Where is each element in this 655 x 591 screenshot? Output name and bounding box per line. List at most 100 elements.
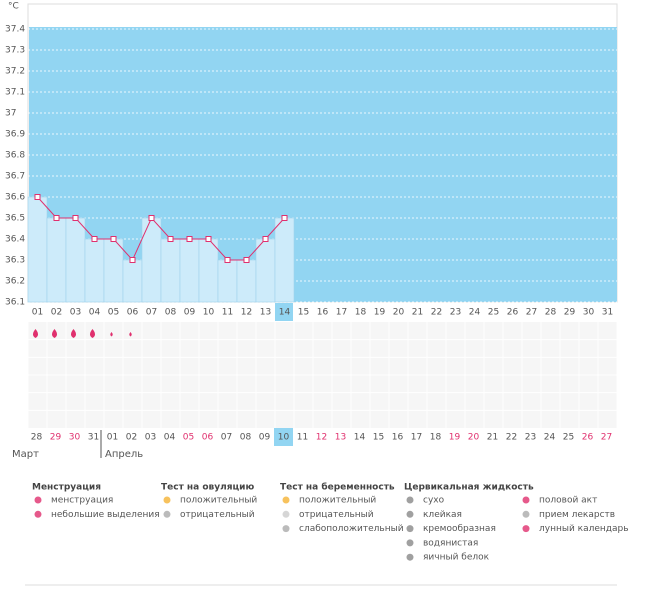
- calendar-date: 07: [221, 433, 232, 443]
- calendar-date: 26: [582, 433, 594, 443]
- month-label: Март: [12, 449, 39, 460]
- y-tick-label: 37.1: [5, 88, 25, 98]
- legend-label: положительный: [299, 496, 376, 506]
- x-tick-label: 28: [545, 308, 557, 318]
- temperature-bar: [160, 238, 181, 303]
- y-tick-label: 36.1: [5, 298, 25, 308]
- x-tick-label: 30: [583, 308, 595, 318]
- legend-icon: [282, 510, 290, 518]
- x-tick-label: 23: [450, 308, 461, 318]
- calendar-date: 24: [544, 433, 556, 443]
- x-tick-label: 01: [32, 308, 43, 318]
- x-tick-label: 07: [146, 308, 157, 318]
- legend-icon: [406, 553, 414, 561]
- calendar-date: 19: [449, 433, 461, 443]
- temperature-point: [53, 215, 60, 221]
- legend-icon: [163, 496, 171, 504]
- calendar-date: 27: [601, 433, 612, 443]
- y-tick-label: 36.4: [5, 235, 25, 245]
- calendar-date: 01: [107, 433, 118, 443]
- y-tick-label: 37.3: [5, 46, 25, 56]
- y-tick-label: 36.8: [5, 151, 25, 161]
- temperature-bar: [198, 238, 219, 303]
- temperature-point: [72, 215, 79, 221]
- x-tick-label: 27: [526, 308, 537, 318]
- calendar-date: 25: [563, 433, 574, 443]
- x-tick-label: 16: [317, 308, 329, 318]
- x-tick-label: 25: [488, 308, 499, 318]
- legend-label: менструация: [51, 496, 113, 506]
- selected-date: [274, 428, 293, 446]
- x-tick-label: 08: [165, 308, 177, 318]
- x-tick-label: 14: [279, 308, 291, 318]
- temperature-point: [281, 215, 288, 221]
- temperature-bar: [217, 259, 238, 303]
- x-tick-label: 06: [127, 308, 139, 318]
- temperature-bar: [65, 217, 86, 303]
- legend-icon: [34, 496, 42, 504]
- temperature-bar: [274, 217, 295, 303]
- menstruation-icon: [52, 329, 57, 338]
- legend-label: положительный: [180, 496, 257, 506]
- y-tick-label: 36.2: [5, 277, 25, 287]
- menstruation-icon: [129, 332, 132, 337]
- calendar-date: 05: [183, 433, 194, 443]
- x-tick-label: 20: [393, 308, 405, 318]
- x-tick-label: 17: [336, 308, 347, 318]
- calendar-date: 21: [487, 433, 498, 443]
- calendar-date: 04: [164, 433, 176, 443]
- legend-label: небольшие выделения: [51, 510, 160, 520]
- calendar-date: 03: [145, 433, 156, 443]
- legend-icon: [522, 496, 530, 504]
- menstruation-icon: [33, 329, 38, 338]
- x-tick-label: 29: [564, 308, 576, 318]
- temperature-bar: [255, 238, 276, 303]
- temperature-point: [186, 236, 193, 242]
- calendar-date: 16: [392, 433, 404, 443]
- calendar-date: 14: [354, 433, 366, 443]
- temperature-line: [37, 196, 285, 261]
- x-tick-label: 19: [374, 308, 386, 318]
- calendar-date: 18: [430, 433, 442, 443]
- legend-icon: [34, 510, 42, 518]
- temperature-point: [205, 236, 212, 242]
- legend-title: Тест на беременность: [280, 482, 395, 493]
- temperature-point: [129, 257, 136, 263]
- legend-icon: [406, 496, 414, 504]
- legend-icon: [163, 510, 171, 518]
- legend-label: отрицательный: [299, 510, 374, 520]
- x-tick-label: 13: [260, 308, 271, 318]
- temperature-point: [110, 236, 117, 242]
- temperature-bar: [103, 238, 124, 303]
- temperature-bar: [46, 217, 67, 303]
- temperature-point: [243, 257, 250, 263]
- plot-background: [29, 27, 617, 302]
- x-tick-label: 11: [222, 308, 233, 318]
- temperature-bar: [84, 238, 105, 303]
- calendar-date: 09: [259, 433, 271, 443]
- legend-label: отрицательный: [180, 510, 255, 520]
- calendar-date: 13: [335, 433, 346, 443]
- y-tick-label: 37.2: [5, 67, 25, 77]
- calendar-date: 17: [411, 433, 422, 443]
- x-tick-label: 12: [241, 308, 252, 318]
- y-tick-label: 36.5: [5, 214, 25, 224]
- x-tick-label: 05: [108, 308, 119, 318]
- legend-icon: [282, 496, 290, 504]
- y-tick-label: 37.4: [5, 25, 25, 35]
- x-tick-label: 22: [431, 308, 442, 318]
- x-tick-label: 18: [355, 308, 367, 318]
- x-tick-label: 02: [51, 308, 62, 318]
- temperature-bar: [27, 196, 48, 303]
- x-tick-label: 15: [298, 308, 309, 318]
- calendar-date: 20: [468, 433, 480, 443]
- calendar-date: 29: [50, 433, 62, 443]
- calendar-date: 22: [506, 433, 517, 443]
- y-axis-label: °C: [8, 2, 19, 12]
- temperature-bar: [122, 259, 143, 303]
- y-tick-label: 36.3: [5, 256, 25, 266]
- legend-label: лунный календарь: [539, 524, 629, 534]
- x-tick-label: 21: [412, 308, 423, 318]
